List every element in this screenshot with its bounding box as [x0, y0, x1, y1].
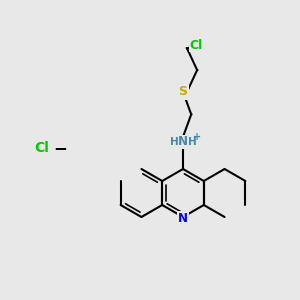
Text: Cl: Cl [34, 141, 50, 155]
Text: N: N [178, 212, 188, 224]
Text: N: N [178, 135, 188, 148]
Text: −: − [53, 139, 67, 157]
Text: Cl: Cl [189, 39, 203, 52]
Text: H: H [188, 137, 196, 147]
Text: S: S [178, 85, 188, 98]
Text: H: H [169, 137, 178, 147]
Text: +: + [193, 132, 201, 142]
